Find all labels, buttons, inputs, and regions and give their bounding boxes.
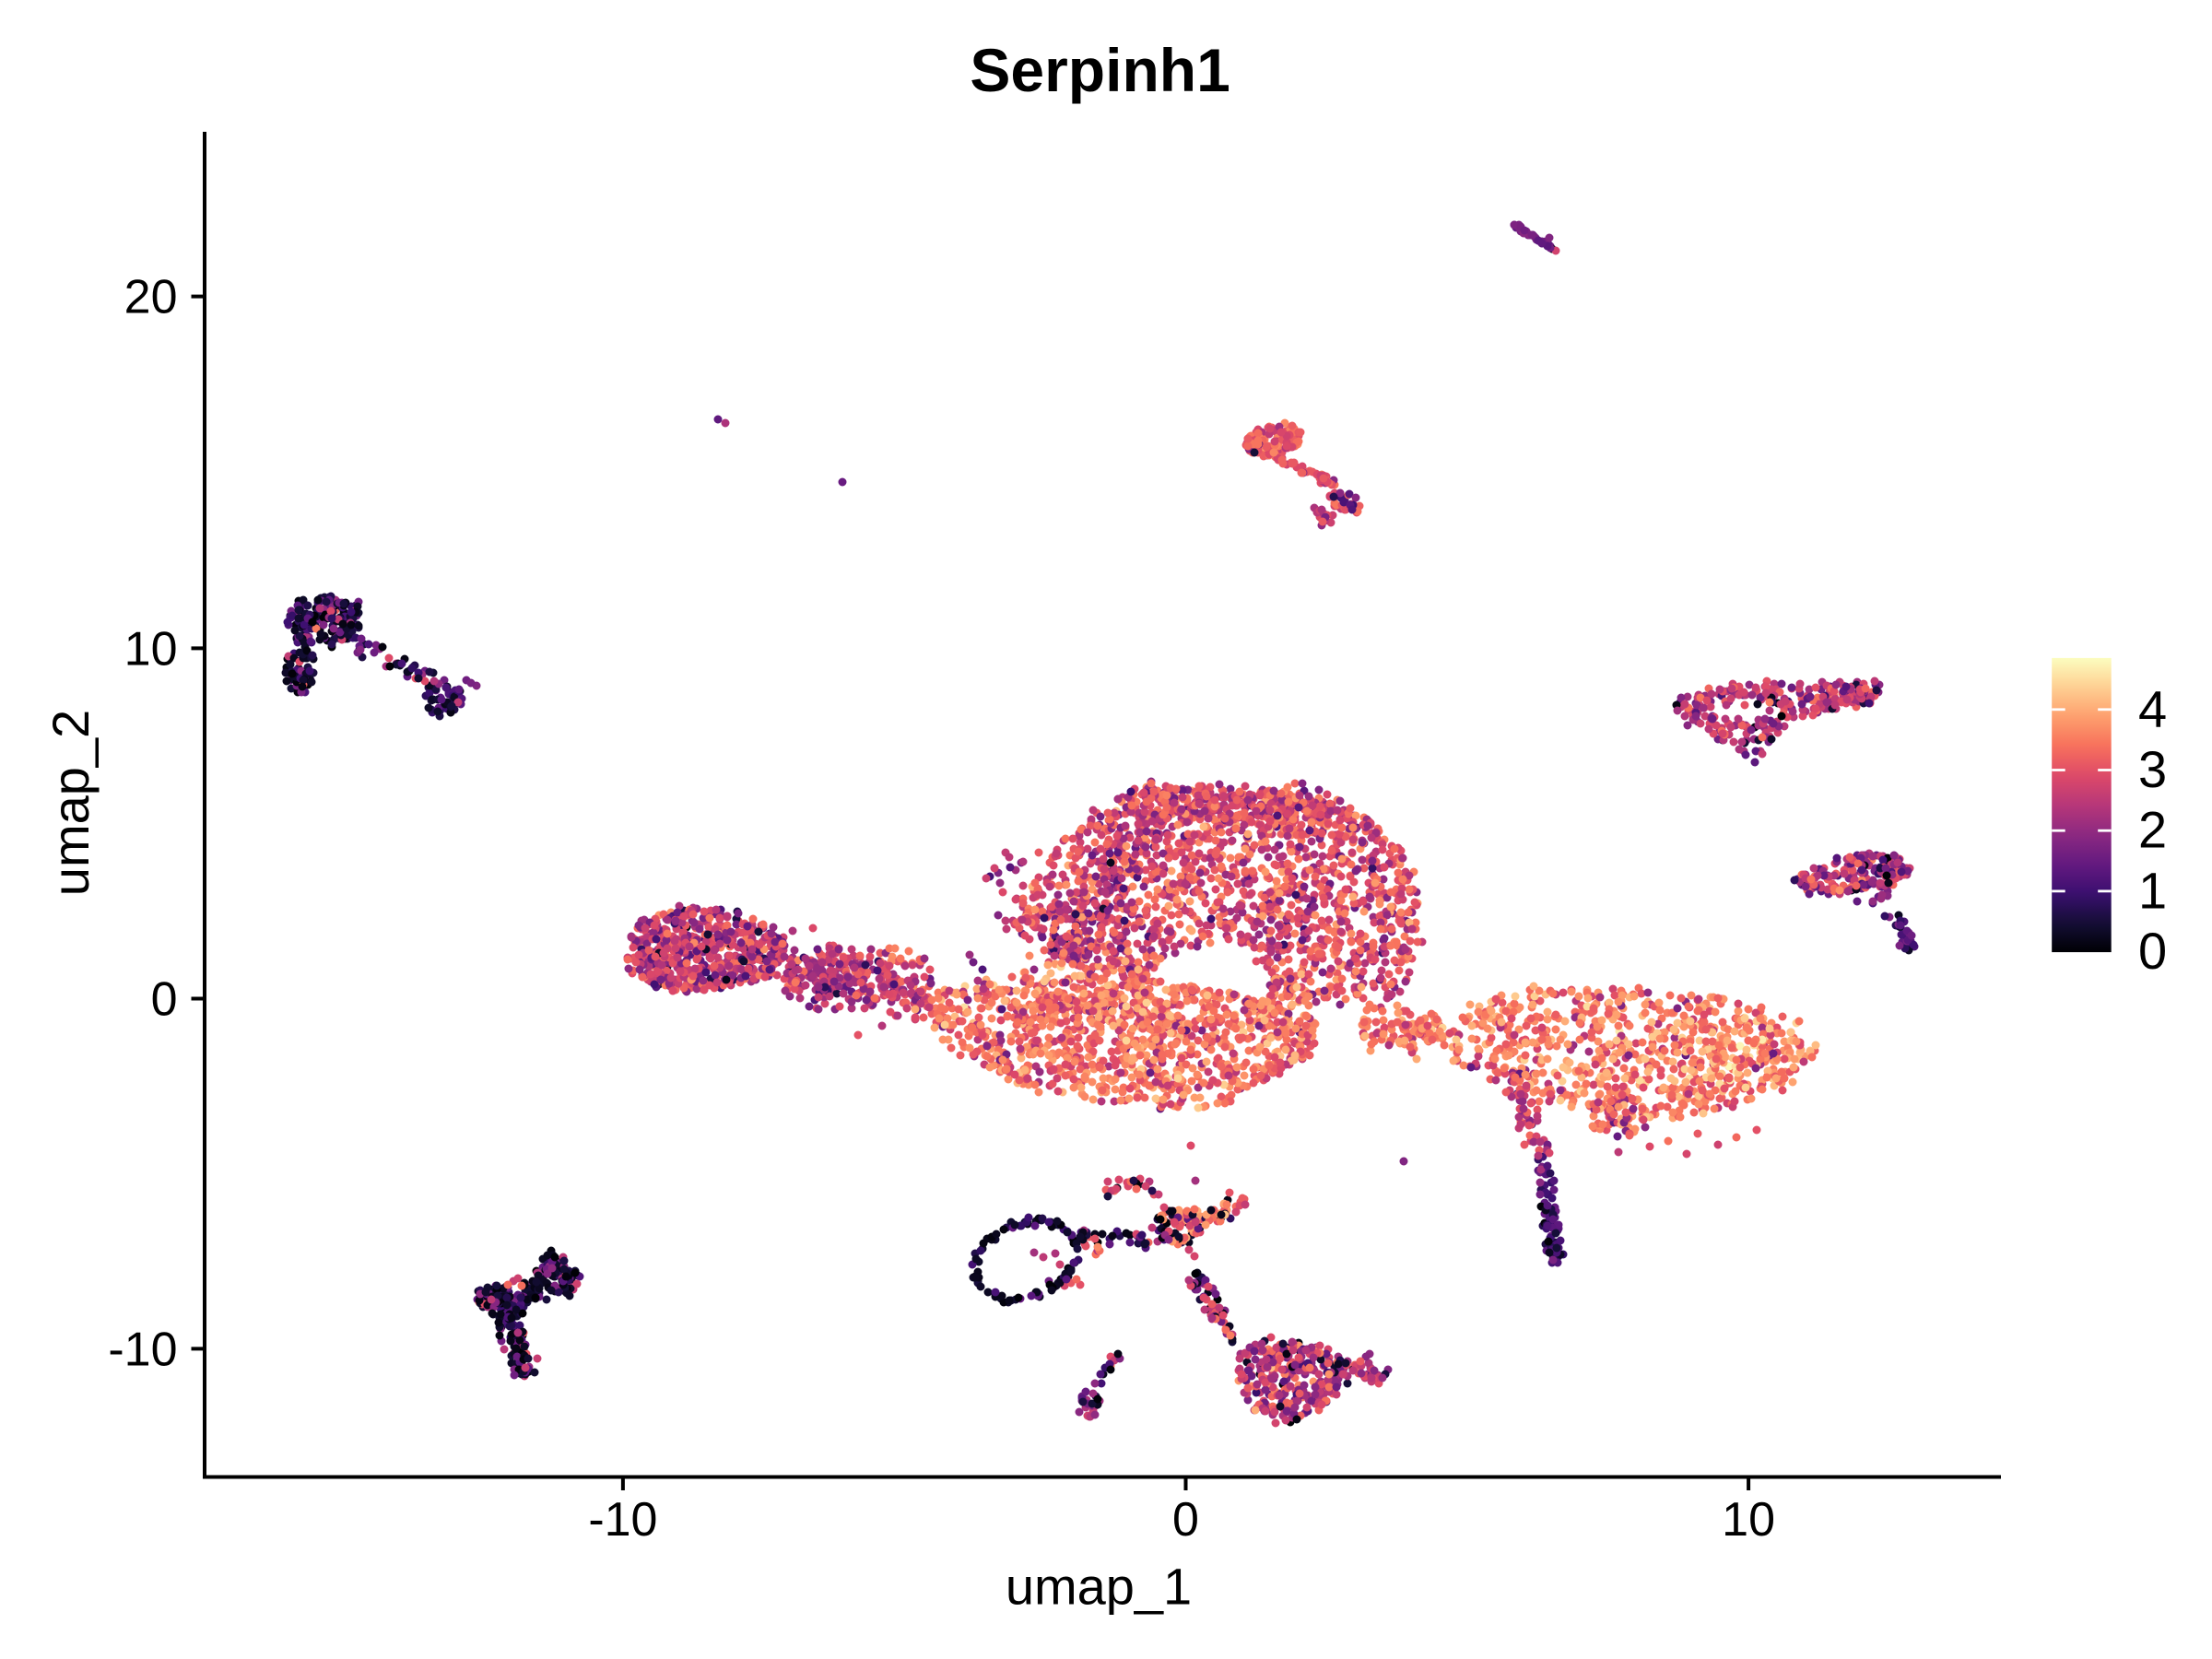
svg-text:-10: -10 — [108, 1323, 177, 1376]
svg-text:-10: -10 — [588, 1493, 657, 1547]
svg-text:10: 10 — [1722, 1493, 1775, 1547]
svg-text:4: 4 — [2138, 679, 2167, 737]
svg-text:0: 0 — [151, 972, 178, 1026]
svg-text:2: 2 — [2138, 801, 2167, 859]
svg-text:20: 20 — [124, 271, 178, 324]
svg-text:10: 10 — [124, 622, 178, 676]
svg-text:umap_2: umap_2 — [41, 710, 100, 896]
svg-text:1: 1 — [2138, 861, 2167, 919]
svg-text:umap_1: umap_1 — [1006, 1558, 1192, 1616]
svg-text:Serpinh1: Serpinh1 — [970, 36, 1230, 104]
svg-text:3: 3 — [2138, 740, 2167, 798]
svg-text:0: 0 — [1172, 1493, 1199, 1547]
svg-text:0: 0 — [2138, 922, 2167, 980]
